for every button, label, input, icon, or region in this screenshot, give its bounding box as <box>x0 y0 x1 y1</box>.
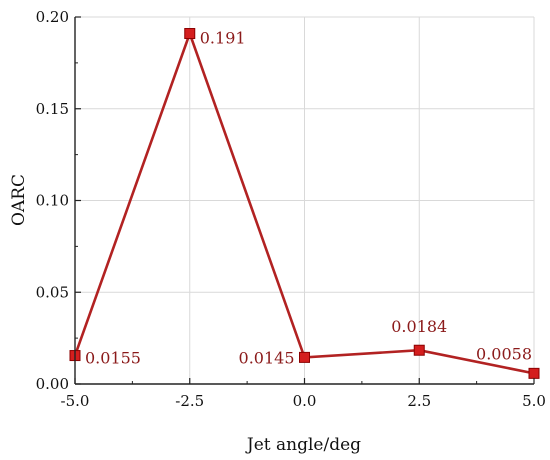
data-point-marker <box>528 367 540 379</box>
x-tick-label: -2.5 <box>175 392 204 410</box>
x-tick-label: -5.0 <box>61 392 90 410</box>
data-label: 0.191 <box>200 29 246 48</box>
x-axis-title: Jet angle/deg <box>245 435 361 455</box>
y-tick-label: 0.00 <box>36 375 69 393</box>
y-tick-label: 0.05 <box>36 283 69 301</box>
y-axis-title: OARC <box>9 174 29 226</box>
data-label: 0.0155 <box>85 349 141 368</box>
data-point-marker <box>413 344 425 356</box>
data-label: 0.0184 <box>391 317 447 336</box>
data-point-marker <box>299 351 310 363</box>
x-tick-label: 0.0 <box>293 392 317 410</box>
y-tick-label: 0.15 <box>36 100 69 118</box>
tick-labels: -5.0 -2.5 0.0 2.5 5.0 0.00 0.05 0.10 0.15 0.20 <box>36 8 546 410</box>
data-label: 0.0145 <box>239 348 295 367</box>
x-tick-label: 2.5 <box>407 392 431 410</box>
tick-marks <box>74 16 535 385</box>
data-labels: 0.0155 0.191 0.0145 0.0184 0.0058 <box>85 29 532 368</box>
data-label: 0.0058 <box>476 344 532 363</box>
y-tick-label: 0.10 <box>36 192 69 210</box>
x-tick-label: 5.0 <box>522 392 546 410</box>
y-tick-label: 0.20 <box>36 8 69 26</box>
data-point-marker <box>184 28 196 40</box>
